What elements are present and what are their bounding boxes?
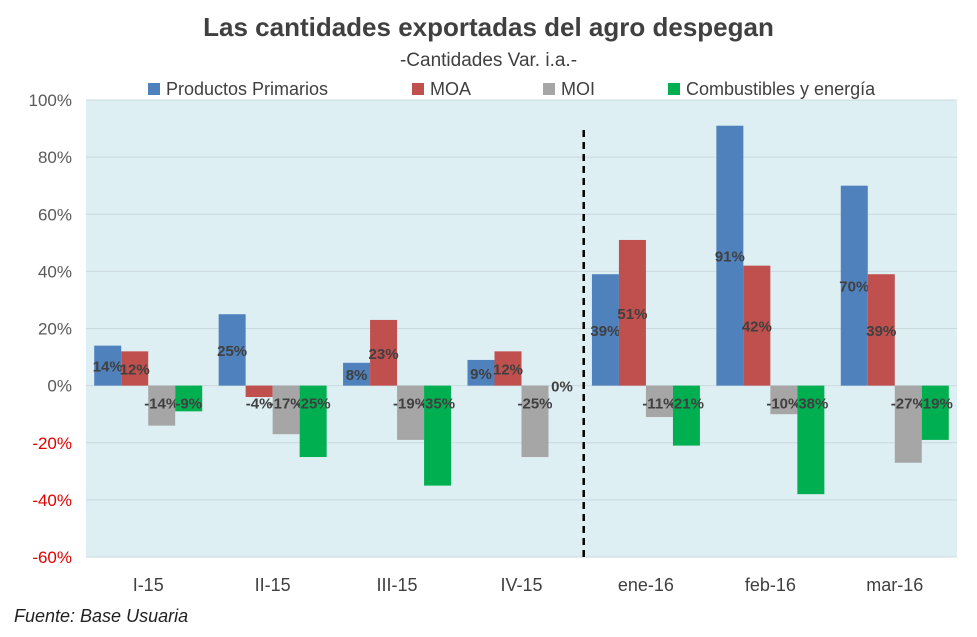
y-tick-label: 20% (38, 320, 72, 339)
data-label: -19% (918, 396, 953, 413)
x-tick-label: ene-16 (618, 575, 674, 595)
data-label: 25% (217, 343, 247, 360)
bar (894, 385, 922, 463)
bar (672, 385, 700, 446)
chart-subtitle: -Cantidades Var. i.a.- (399, 50, 578, 71)
y-tick-label: 40% (38, 262, 72, 281)
data-label: 70% (839, 279, 869, 296)
bar (272, 385, 300, 435)
legend-item-moa: MOA (412, 78, 471, 100)
data-label: 9% (470, 366, 492, 383)
bar (770, 385, 798, 415)
data-label: 39% (590, 323, 620, 340)
bar (840, 185, 868, 386)
x-tick-label: mar-16 (866, 575, 923, 595)
bar (743, 265, 771, 386)
data-label: 8% (346, 367, 368, 384)
bar (121, 351, 149, 386)
data-label: -17% (269, 396, 304, 413)
legend-label-combustibles: Combustibles y energía (686, 78, 876, 99)
source-note: Fuente: Base Usuaria (14, 606, 189, 626)
bar (618, 239, 646, 386)
x-tick-label: III-15 (377, 575, 418, 595)
bar (867, 274, 895, 386)
data-label: -10% (766, 396, 801, 413)
bar (921, 385, 949, 440)
bar (94, 345, 122, 386)
data-label: -25% (517, 396, 552, 413)
bar (521, 385, 549, 458)
data-label: 39% (866, 323, 896, 340)
x-tick-label: IV-15 (500, 575, 542, 595)
legend-swatch-combustibles (668, 83, 680, 95)
bar (148, 385, 176, 426)
bar (343, 362, 371, 386)
data-label: -27% (891, 396, 926, 413)
bar (397, 385, 425, 440)
legend-label-moi: MOI (561, 78, 595, 99)
legend-label-productos-primarios: Productos Primarios (166, 78, 329, 99)
bar (645, 385, 673, 418)
data-label: 12% (493, 361, 523, 378)
data-label: 12% (120, 361, 150, 378)
legend-item-moi: MOI (543, 78, 595, 100)
y-tick-label: -60% (32, 548, 72, 567)
y-tick-label: 80% (38, 148, 72, 167)
bar (797, 385, 825, 495)
data-label: 23% (369, 346, 399, 363)
legend: Productos Primarios MOA MOI Combustibles… (148, 78, 948, 100)
legend-swatch-productos-primarios (148, 83, 160, 95)
bar (424, 385, 452, 486)
legend-item-productos-primarios: Productos Primarios (148, 78, 328, 100)
data-label: 51% (617, 306, 647, 323)
bar (299, 385, 327, 458)
data-label: -25% (296, 396, 331, 413)
y-tick-label: 0% (47, 377, 72, 396)
legend-label-moa: MOA (430, 78, 472, 99)
bar (591, 274, 619, 386)
y-tick-label: 100% (29, 91, 72, 110)
bar (218, 314, 246, 386)
y-tick-label: -40% (32, 491, 72, 510)
bar (245, 385, 273, 398)
legend-swatch-moa (412, 83, 424, 95)
legend-swatch-moi (543, 83, 555, 95)
data-label: -14% (144, 396, 179, 413)
y-tick-label: -20% (32, 434, 72, 453)
data-label: 14% (93, 359, 123, 376)
data-label: -19% (393, 396, 428, 413)
data-label: -35% (420, 396, 455, 413)
bar (175, 385, 203, 412)
bar (494, 351, 522, 386)
bar (467, 359, 495, 386)
bar (716, 125, 744, 386)
data-label: 0% (551, 379, 573, 396)
data-label: 91% (715, 249, 745, 266)
x-tick-label: feb-16 (745, 575, 796, 595)
chart-title: Las cantidades exportadas del agro despe… (203, 12, 774, 42)
data-label: -11% (642, 396, 676, 413)
x-tick-label: I-15 (133, 575, 164, 595)
y-tick-label: 60% (38, 205, 72, 224)
data-label: -4% (246, 396, 273, 413)
data-label: -38% (793, 396, 828, 413)
data-label: -21% (669, 396, 704, 413)
bar (370, 319, 398, 386)
data-label: 42% (742, 319, 772, 336)
x-tick-label: II-15 (255, 575, 291, 595)
legend-item-combustibles: Combustibles y energía (668, 78, 875, 100)
data-label: -9% (175, 396, 202, 413)
